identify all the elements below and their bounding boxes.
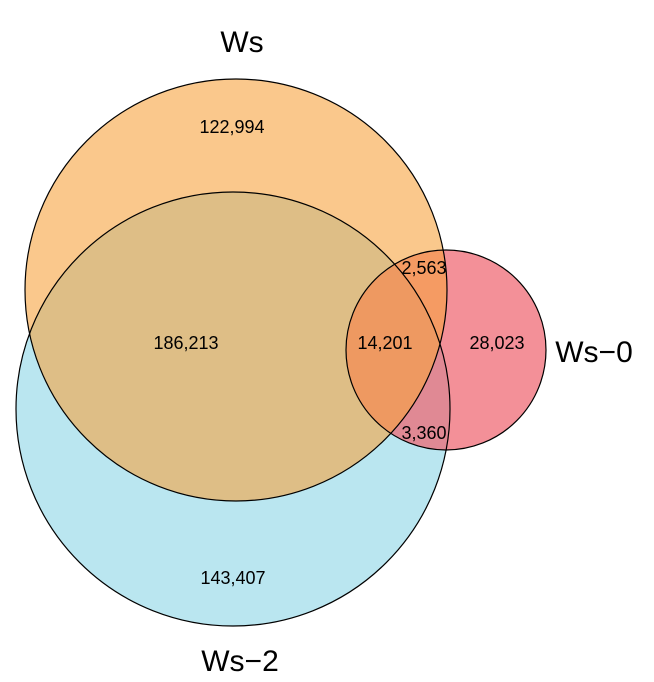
ws-circle-outline (24, 78, 448, 502)
region-ws-ws0: 2,563 (401, 258, 446, 278)
set-label-ws-2: Ws−2 (201, 645, 279, 678)
ws-0-circle-outline (345, 249, 547, 451)
region-ws0-only: 28,023 (469, 333, 524, 353)
region-ws-only: 122,994 (199, 117, 264, 137)
region-ws2-ws0: 3,360 (401, 423, 446, 443)
set-label-ws-0: Ws−0 (555, 336, 633, 369)
region-all-three: 14,201 (357, 333, 412, 353)
region-ws2-only: 143,407 (200, 568, 265, 588)
ws-2-circle-outline (15, 191, 451, 627)
region-ws-ws2: 186,213 (153, 333, 218, 353)
ws-circle (25, 79, 447, 501)
set-label-ws: Ws (220, 26, 263, 59)
